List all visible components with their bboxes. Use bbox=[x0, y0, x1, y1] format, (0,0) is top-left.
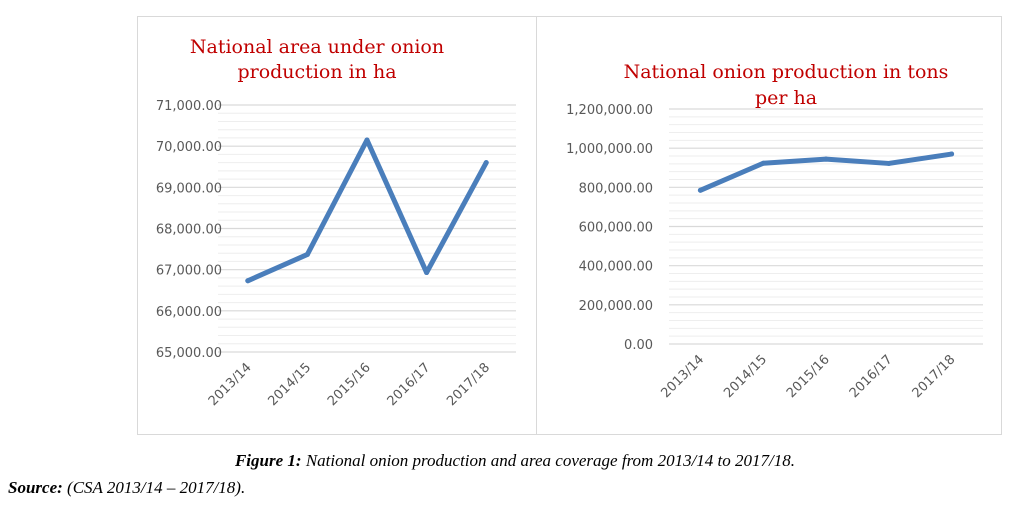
data-point bbox=[886, 160, 892, 166]
y-tick-label: 71,000.00 bbox=[156, 99, 222, 114]
source-note: Source: (CSA 2013/14 – 2017/18). bbox=[8, 478, 245, 498]
y-tick-label: 200,000.00 bbox=[579, 299, 653, 314]
area-chart-panel: National area under onion production in h… bbox=[137, 16, 537, 435]
x-tick-label: 2015/16 bbox=[325, 360, 374, 409]
x-tick-label: 2013/14 bbox=[658, 352, 707, 401]
y-tick-label: 0.00 bbox=[624, 338, 653, 353]
production-chart: National onion production in tons per ha 0… bbox=[566, 61, 983, 401]
chart-title-line: National area under onion bbox=[190, 36, 444, 58]
figure-caption: Figure 1: National onion production and … bbox=[0, 451, 1030, 471]
data-point bbox=[424, 270, 430, 276]
chart-title-line: National onion production in tons bbox=[624, 61, 949, 83]
x-tick-label: 2017/18 bbox=[910, 352, 959, 401]
data-point bbox=[823, 156, 829, 162]
x-tick-label: 2013/14 bbox=[206, 360, 255, 409]
y-tick-label: 800,000.00 bbox=[579, 181, 653, 196]
source-text: (CSA 2013/14 – 2017/18). bbox=[62, 478, 246, 497]
data-point bbox=[364, 137, 370, 143]
caption-text: National onion production and area cover… bbox=[301, 451, 796, 470]
y-tick-label: 67,000.00 bbox=[156, 264, 222, 279]
y-tick-label: 66,000.00 bbox=[156, 305, 222, 320]
y-tick-label: 70,000.00 bbox=[156, 140, 222, 155]
x-tick-label: 2015/16 bbox=[784, 352, 833, 401]
caption-label: Figure 1: bbox=[234, 451, 302, 470]
y-tick-label: 400,000.00 bbox=[579, 260, 653, 275]
series-line bbox=[245, 137, 489, 284]
source-label: Source: bbox=[8, 478, 63, 497]
data-point bbox=[760, 160, 766, 166]
x-tick-label: 2014/15 bbox=[721, 352, 770, 401]
y-tick-label: 69,000.00 bbox=[156, 181, 222, 196]
data-point bbox=[697, 187, 703, 193]
data-point bbox=[483, 160, 489, 166]
x-tick-label: 2016/17 bbox=[847, 352, 896, 401]
x-tick-label: 2014/15 bbox=[265, 360, 314, 409]
data-point bbox=[245, 278, 251, 284]
x-tick-label: 2016/17 bbox=[385, 360, 434, 409]
y-tick-label: 65,000.00 bbox=[156, 346, 222, 361]
y-tick-label: 600,000.00 bbox=[579, 221, 653, 236]
area-chart: National area under onion production in h… bbox=[156, 36, 516, 409]
y-tick-label: 1,000,000.00 bbox=[566, 142, 653, 157]
chart-title-line: production in ha bbox=[237, 61, 396, 83]
y-tick-label: 68,000.00 bbox=[156, 223, 222, 238]
data-point bbox=[304, 251, 310, 257]
x-tick-label: 2017/18 bbox=[444, 360, 493, 409]
production-chart-panel: National onion production in tons per ha 0… bbox=[536, 16, 1002, 435]
data-point bbox=[949, 151, 955, 157]
y-tick-label: 1,200,000.00 bbox=[566, 103, 653, 118]
chart-title-line: per ha bbox=[755, 87, 817, 109]
